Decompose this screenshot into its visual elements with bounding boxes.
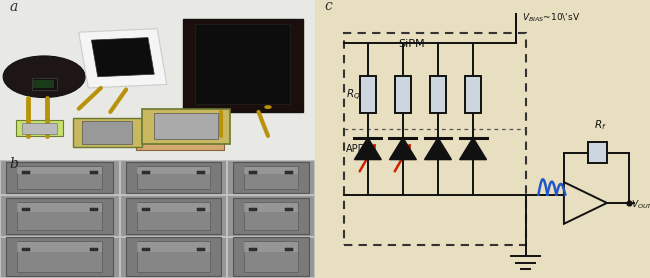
Bar [155, 113, 218, 139]
Polygon shape [564, 182, 607, 224]
Bar [137, 202, 210, 230]
Bar [142, 248, 150, 250]
Bar [233, 162, 309, 193]
Bar [465, 76, 481, 113]
Bar [244, 203, 298, 212]
Bar [249, 248, 257, 250]
Bar [82, 121, 133, 144]
Circle shape [3, 56, 85, 98]
Circle shape [264, 105, 272, 109]
Bar [18, 242, 103, 252]
Bar [18, 202, 103, 230]
Bar [136, 142, 224, 150]
Bar [92, 38, 154, 77]
Bar [142, 208, 150, 211]
Bar [360, 76, 376, 113]
Text: $R_f$: $R_f$ [594, 118, 607, 132]
Polygon shape [424, 138, 452, 160]
Bar [137, 242, 210, 252]
Bar [6, 237, 114, 276]
Bar [395, 76, 411, 113]
Bar [244, 241, 298, 272]
Bar [73, 118, 142, 147]
Bar [126, 162, 221, 193]
Polygon shape [460, 138, 486, 160]
Bar [197, 208, 205, 211]
Bar [31, 78, 57, 90]
Bar [22, 248, 30, 250]
Bar [233, 237, 309, 276]
Bar [22, 171, 30, 173]
Bar [22, 123, 57, 134]
Bar [197, 171, 205, 173]
Text: $V_{OUT}$: $V_{OUT}$ [631, 198, 650, 211]
Text: APD: APD [346, 143, 366, 153]
Bar [6, 198, 114, 234]
Bar [137, 203, 210, 212]
Bar [90, 248, 97, 250]
Bar [244, 242, 298, 252]
Bar [196, 24, 290, 104]
Bar [126, 237, 221, 276]
Bar [249, 208, 257, 211]
Bar [285, 208, 293, 211]
Bar [244, 202, 298, 230]
Bar [126, 198, 221, 234]
Bar [142, 109, 230, 144]
Text: $V_{BIAS}$~10\'sV: $V_{BIAS}$~10\'sV [523, 12, 580, 24]
Bar [244, 166, 298, 189]
Bar [79, 29, 167, 88]
Bar [18, 203, 103, 212]
Polygon shape [389, 138, 417, 160]
Bar [233, 198, 309, 234]
Bar [142, 171, 150, 173]
Bar [22, 208, 30, 211]
Bar [18, 166, 103, 189]
Text: SiPM: SiPM [398, 39, 424, 49]
Bar [588, 142, 607, 163]
Text: c: c [325, 0, 333, 13]
Bar [18, 167, 103, 174]
Text: b: b [10, 157, 18, 171]
Bar [430, 76, 446, 113]
Bar [249, 171, 257, 173]
Bar [90, 171, 97, 173]
Bar [137, 241, 210, 272]
Polygon shape [354, 138, 382, 160]
Bar [6, 162, 114, 193]
Text: $R_Q$: $R_Q$ [346, 88, 360, 103]
Bar [90, 208, 97, 211]
Text: a: a [10, 0, 18, 14]
Bar [344, 33, 526, 245]
Bar [197, 248, 205, 250]
Bar [33, 80, 53, 88]
Bar [16, 120, 63, 136]
Bar [285, 171, 293, 173]
Bar [18, 241, 103, 272]
Bar [285, 248, 293, 250]
Bar [244, 167, 298, 174]
Bar [137, 166, 210, 189]
Bar [183, 19, 303, 112]
Bar [137, 167, 210, 174]
